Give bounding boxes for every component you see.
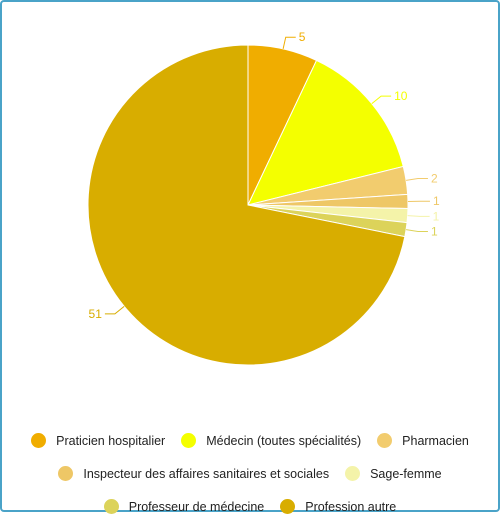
legend-label: Médecin (toutes spécialités) <box>206 434 361 448</box>
slice-leader-line-4 <box>408 216 430 217</box>
legend-label: Inspecteur des affaires sanitaires et so… <box>83 467 329 481</box>
legend-label: Professeur de médecine <box>129 500 265 514</box>
legend-swatch-icon <box>31 433 46 448</box>
legend-item-praticien-hospitalier[interactable]: Praticien hospitalier <box>31 433 165 448</box>
legend-label: Praticien hospitalier <box>56 434 165 448</box>
legend-label: Profession autre <box>305 500 396 514</box>
legend-row: Praticien hospitalier Médecin (toutes sp… <box>2 424 498 457</box>
legend-swatch-icon <box>377 433 392 448</box>
slice-value-label-6: 51 <box>89 307 103 321</box>
legend-row: Inspecteur des affaires sanitaires et so… <box>2 457 498 490</box>
legend-row: Professeur de médecine Profession autre <box>2 490 498 523</box>
slice-value-label-5: 1 <box>431 225 438 239</box>
legend-swatch-icon <box>58 466 73 481</box>
slice-leader-line-5 <box>406 230 428 232</box>
legend-item-sage-femme[interactable]: Sage-femme <box>345 466 442 481</box>
slice-leader-line-1 <box>372 96 391 104</box>
legend-item-pharmacien[interactable]: Pharmacien <box>377 433 469 448</box>
legend-swatch-icon <box>280 499 295 514</box>
slice-value-label-1: 10 <box>394 89 408 103</box>
legend-label: Sage-femme <box>370 467 442 481</box>
legend-swatch-icon <box>345 466 360 481</box>
slice-value-label-4: 1 <box>433 209 440 223</box>
legend-item-professeur[interactable]: Professeur de médecine <box>104 499 265 514</box>
slice-leader-line-2 <box>406 178 428 180</box>
legend-item-medecin[interactable]: Médecin (toutes spécialités) <box>181 433 361 448</box>
legend: Praticien hospitalier Médecin (toutes sp… <box>2 424 498 523</box>
slice-value-label-2: 2 <box>431 171 438 185</box>
legend-swatch-icon <box>104 499 119 514</box>
legend-item-profession-autre[interactable]: Profession autre <box>280 499 396 514</box>
slice-leader-line-0 <box>283 37 296 49</box>
slice-value-label-0: 5 <box>299 30 306 44</box>
slice-leader-line-6 <box>105 306 124 314</box>
legend-label: Pharmacien <box>402 434 469 448</box>
legend-item-inspecteur[interactable]: Inspecteur des affaires sanitaires et so… <box>58 466 329 481</box>
legend-swatch-icon <box>181 433 196 448</box>
slice-value-label-3: 1 <box>433 194 440 208</box>
